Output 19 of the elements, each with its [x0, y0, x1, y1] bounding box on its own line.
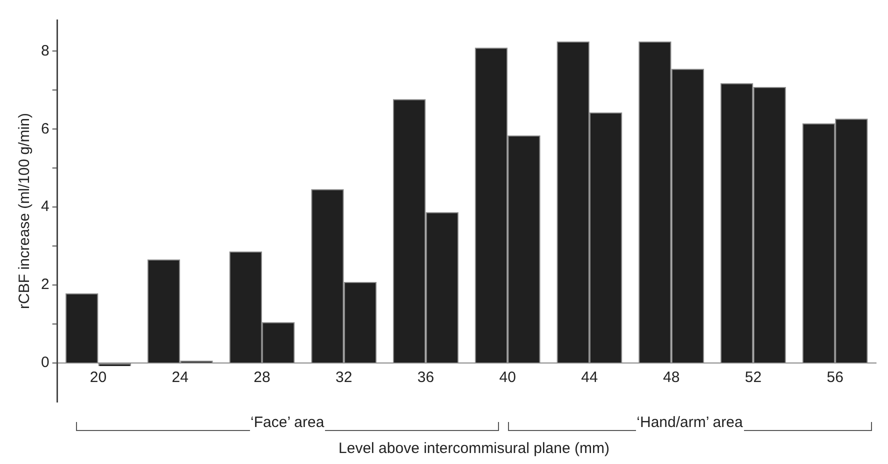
x-tick-label: 36 — [417, 369, 434, 386]
y-tick-label: 2 — [41, 276, 50, 294]
text: ‘Face’ area — [250, 414, 326, 431]
y-tick-label: 6 — [41, 120, 50, 138]
x-axis-title: Level above intercommisural plane (mm) — [338, 440, 610, 457]
x-tick-label: 52 — [744, 369, 762, 386]
x-tick-label: 20 — [90, 369, 107, 386]
y-axis-title: rCBF increase (ml/100 g/min) — [16, 113, 34, 309]
text: ‘Hand/arm’ area — [636, 414, 744, 431]
x-tick-label: 48 — [662, 369, 680, 386]
x-tick-label: 56 — [826, 369, 844, 386]
x-tick-label: 44 — [581, 369, 598, 386]
y-tick-label: 8 — [41, 42, 50, 60]
y-tick-label: 0 — [41, 354, 50, 372]
x-tick-label: 28 — [254, 369, 270, 386]
x-tick-label: 32 — [336, 369, 352, 386]
y-tick-label: 4 — [41, 198, 50, 216]
x-tick-label: 24 — [172, 369, 188, 386]
x-tick-label: 40 — [499, 369, 516, 386]
